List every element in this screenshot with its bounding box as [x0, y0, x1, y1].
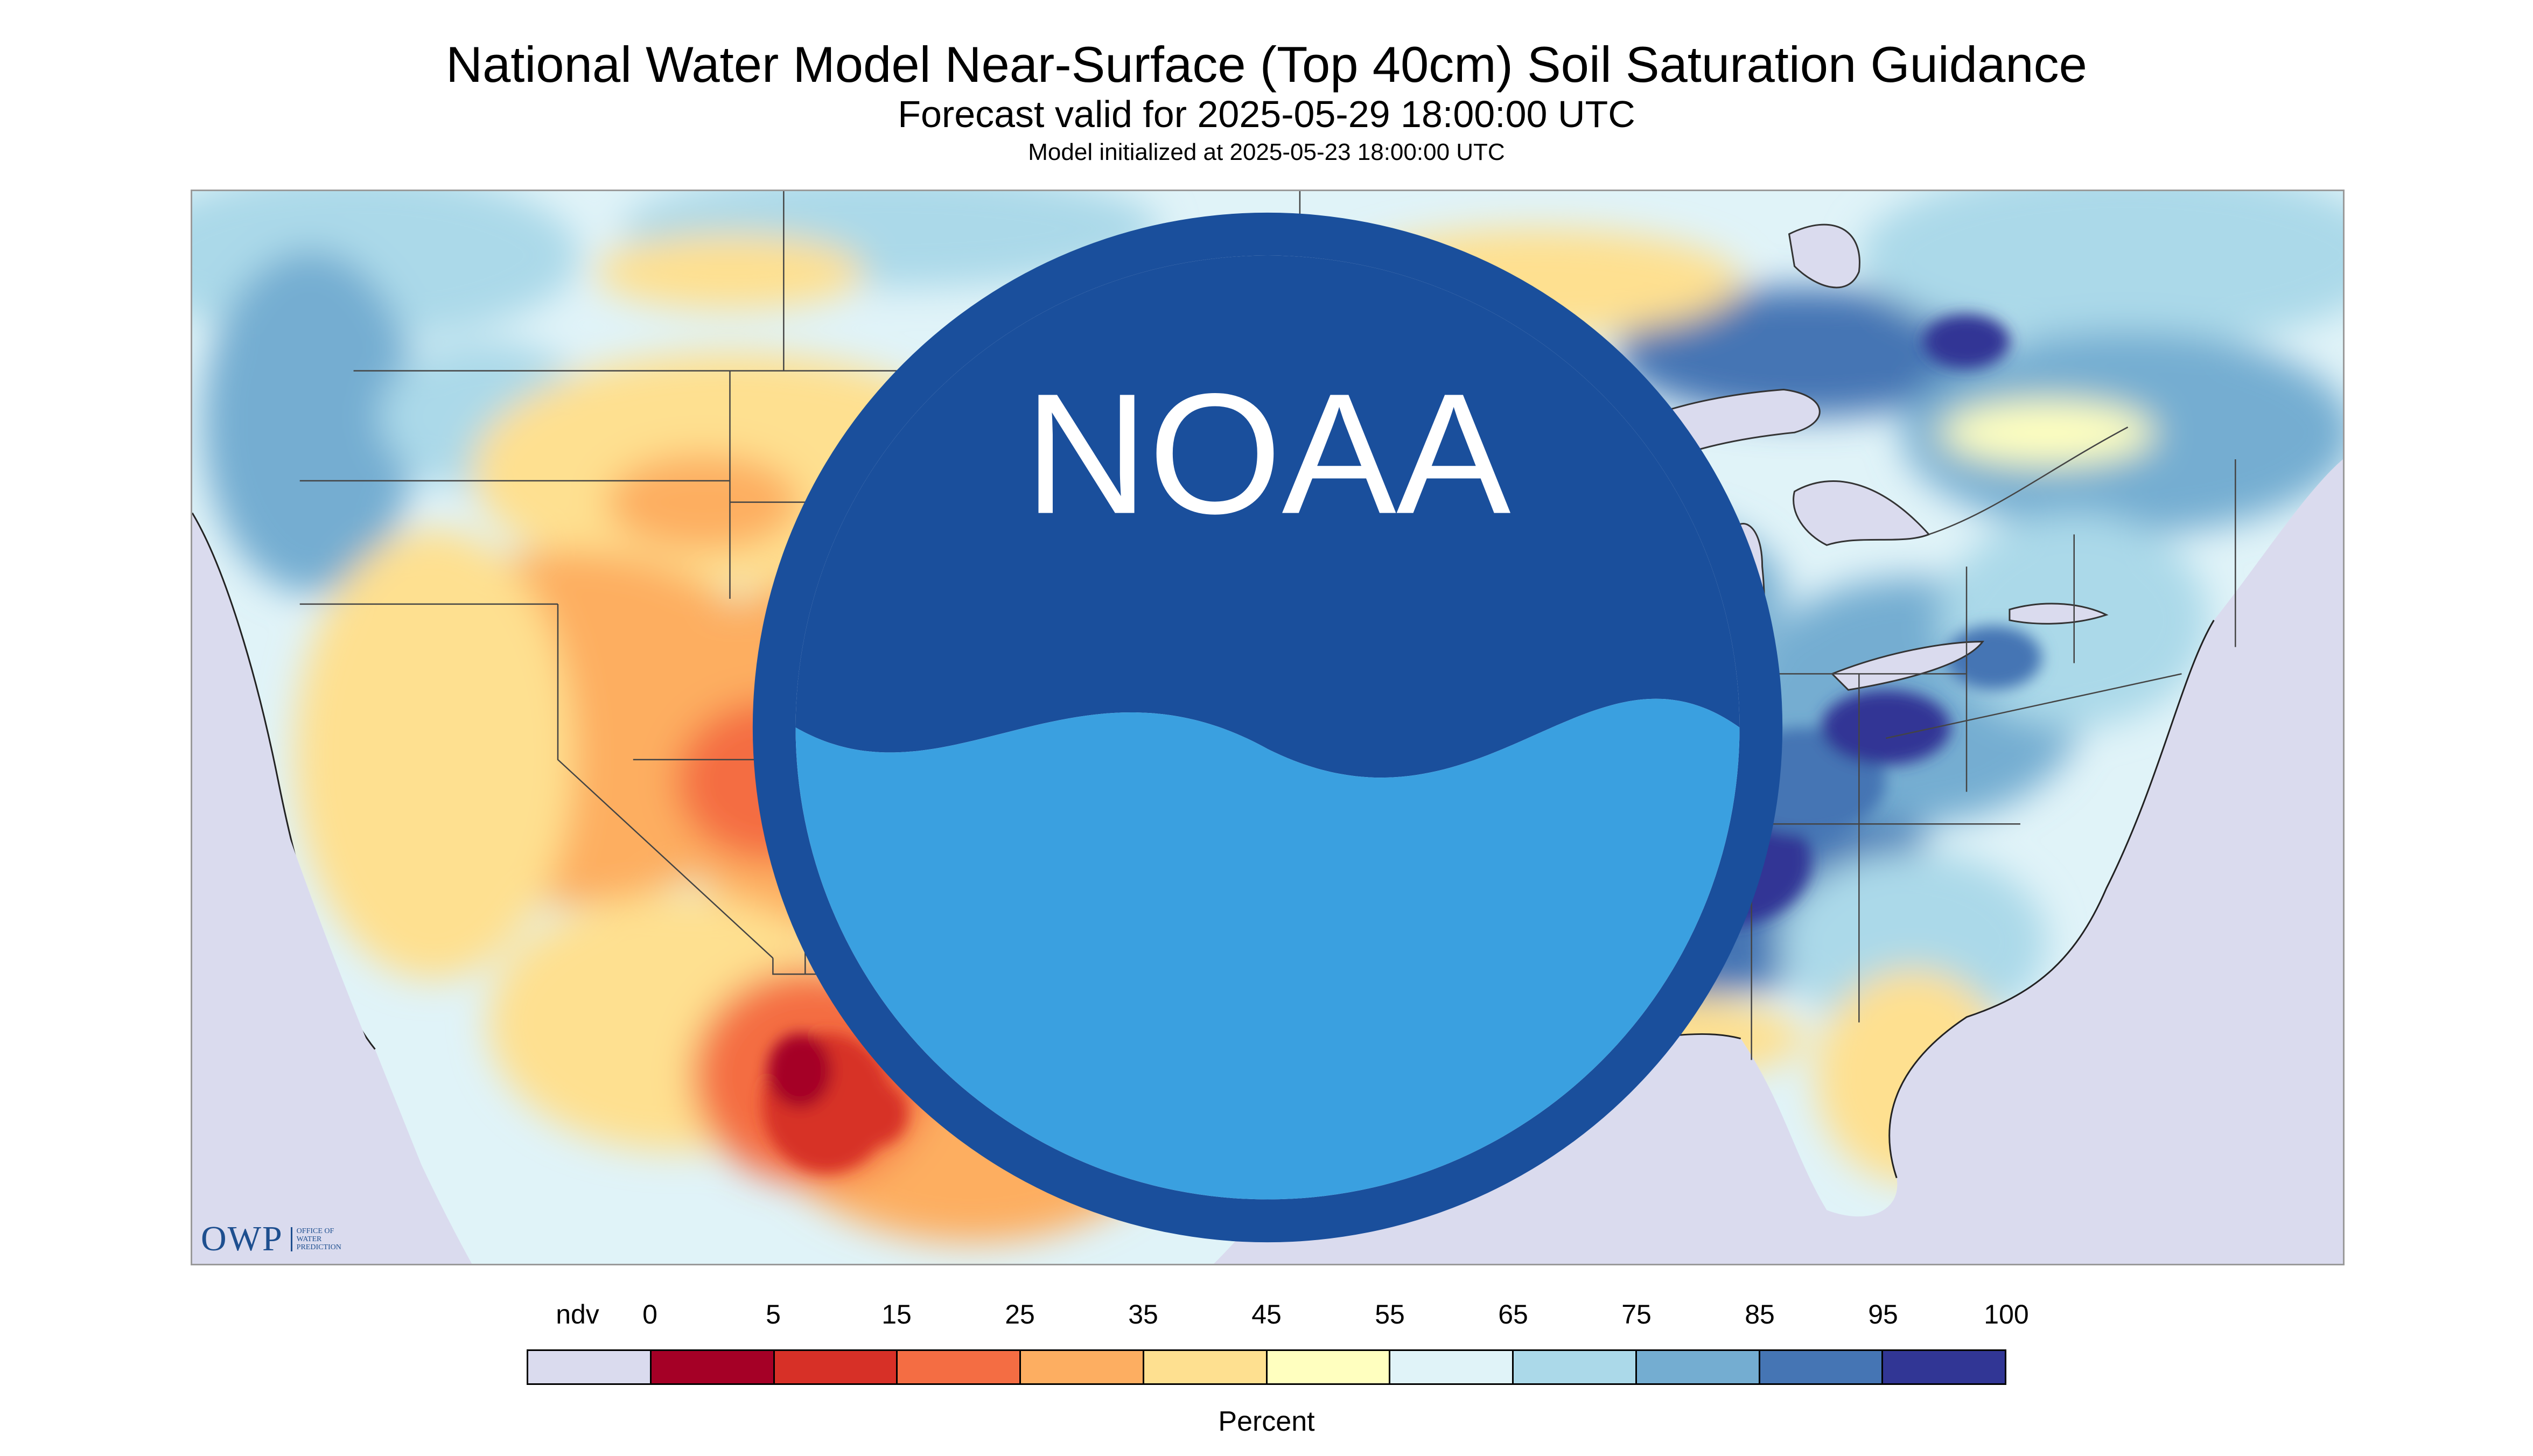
legend-tick-label: 85 — [1745, 1299, 1775, 1329]
legend-tick-label: 15 — [881, 1299, 912, 1329]
legend-tick-label: 5 — [766, 1299, 781, 1329]
legend-tick-label: 65 — [1498, 1299, 1528, 1329]
legend-tick-label: 25 — [1005, 1299, 1035, 1329]
legend-swatch-5 — [1144, 1351, 1268, 1383]
legend-swatch-6 — [1267, 1351, 1391, 1383]
legend-tick-label: 95 — [1868, 1299, 1898, 1329]
noaa-logo: NOAA — [752, 212, 1783, 1243]
legend-tick-label: 75 — [1621, 1299, 1652, 1329]
legend-swatch-11 — [1883, 1351, 2005, 1383]
ndv-right-curve — [2165, 491, 2343, 1264]
soil-saturation-map[interactable]: OWP OFFICE OF WATER PREDICTION NOAA — [191, 190, 2345, 1265]
ndv-left-curve — [192, 566, 472, 1264]
legend-tick-label: 45 — [1251, 1299, 1282, 1329]
owp-logo-subtitle: OFFICE OF WATER PREDICTION — [290, 1227, 341, 1251]
forecast-valid-time: Forecast valid for 2025-05-29 18:00:00 U… — [898, 93, 1635, 135]
map-title: National Water Model Near-Surface (Top 4… — [446, 36, 2087, 93]
legend-tick-label: 55 — [1375, 1299, 1405, 1329]
legend-swatch-2 — [774, 1351, 898, 1383]
owp-logo: OWP OFFICE OF WATER PREDICTION — [201, 1219, 341, 1259]
svg-text:NOAA: NOAA — [1024, 358, 1512, 550]
legend-swatch-3 — [898, 1351, 1021, 1383]
legend-tick-label: 35 — [1128, 1299, 1158, 1329]
legend-swatch-9 — [1636, 1351, 1760, 1383]
legend-swatch-4 — [1021, 1351, 1144, 1383]
color-legend — [527, 1349, 2006, 1385]
legend-swatch-0 — [528, 1351, 652, 1383]
legend-tick-label: ndv — [556, 1299, 599, 1329]
legend-tick-label: 0 — [642, 1299, 657, 1329]
model-init-time: Model initialized at 2025-05-23 18:00:00… — [1028, 139, 1505, 165]
legend-swatch-10 — [1760, 1351, 1884, 1383]
legend-swatch-8 — [1514, 1351, 1637, 1383]
owp-logo-text: OWP — [201, 1219, 283, 1258]
legend-tick-label: 100 — [1984, 1299, 2029, 1329]
legend-swatch-7 — [1390, 1351, 1514, 1383]
legend-swatch-1 — [651, 1351, 775, 1383]
legend-units: Percent — [1218, 1406, 1315, 1437]
